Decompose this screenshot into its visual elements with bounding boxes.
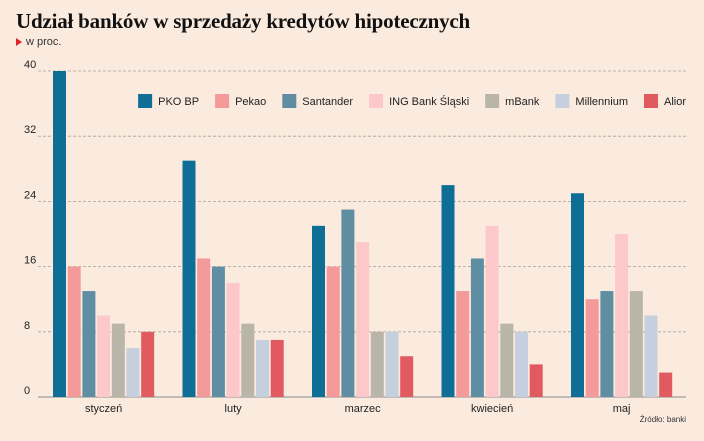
y-tick-label: 8 xyxy=(24,320,30,332)
bar xyxy=(182,160,196,397)
bar xyxy=(615,234,629,397)
bar xyxy=(211,266,225,397)
bar xyxy=(241,323,255,397)
bars xyxy=(53,71,673,397)
legend-label: mBank xyxy=(505,96,540,108)
bar xyxy=(500,323,514,397)
bar xyxy=(53,71,66,397)
bar xyxy=(256,339,269,397)
bar xyxy=(585,299,599,397)
legend-label: Millennium xyxy=(575,96,628,108)
y-tick-label: 24 xyxy=(24,189,36,201)
legend-label: ING Bank Śląski xyxy=(389,95,469,108)
legend-swatch xyxy=(643,94,658,108)
bar xyxy=(385,331,399,397)
legend: PKO BP Pekao Santander ING Bank Śląski mBank… xyxy=(138,94,686,108)
bar xyxy=(326,266,340,397)
bar xyxy=(600,291,614,397)
y-tick-label: 0 xyxy=(24,385,30,397)
chart-title: Udział banków w sprzedaży kredytów hipot… xyxy=(16,9,470,33)
bar xyxy=(82,291,96,397)
x-tick-label: marzec xyxy=(345,403,382,415)
legend-swatch xyxy=(215,94,230,108)
y-tick-label: 32 xyxy=(24,124,36,136)
chart-subtitle: w proc. xyxy=(16,36,61,48)
x-axis-ticks: styczeń luty marzec kwiecień maj xyxy=(85,403,631,415)
bar xyxy=(341,209,355,397)
triangle-marker-icon xyxy=(16,38,22,46)
legend-swatch xyxy=(485,94,500,108)
x-tick-label: luty xyxy=(225,403,243,415)
bar xyxy=(312,225,325,397)
legend-swatch xyxy=(555,94,570,108)
bar xyxy=(197,258,211,397)
bar xyxy=(529,364,543,397)
x-tick-label: maj xyxy=(613,403,631,415)
x-tick-label: kwiecień xyxy=(471,403,513,415)
y-tick-label: 16 xyxy=(24,255,36,267)
legend-label: Pekao xyxy=(235,96,266,108)
bar xyxy=(644,315,658,397)
bar xyxy=(356,242,370,397)
x-tick-label: styczeń xyxy=(85,403,122,415)
bar xyxy=(456,291,470,397)
source-note: Źródło: banki xyxy=(640,415,686,424)
bar xyxy=(67,266,81,397)
bar xyxy=(141,331,155,397)
bar xyxy=(226,282,240,397)
legend-swatch xyxy=(282,94,297,108)
legend-swatch xyxy=(138,94,153,108)
bar xyxy=(400,356,414,397)
y-tick-label: 40 xyxy=(24,59,36,71)
bar xyxy=(97,315,111,397)
bar xyxy=(659,372,673,397)
y-axis-ticks: 0 8 16 24 32 40 xyxy=(24,59,36,397)
bar xyxy=(370,331,384,397)
unit-label: w proc. xyxy=(26,36,62,48)
bar xyxy=(441,185,455,397)
bar xyxy=(485,225,499,397)
bar xyxy=(111,323,125,397)
legend-swatch xyxy=(369,94,384,108)
bar xyxy=(270,339,284,397)
bar xyxy=(515,331,528,397)
legend-label: Alior xyxy=(664,96,686,108)
bar xyxy=(571,193,584,397)
bar xyxy=(126,348,140,397)
legend-label: Santander xyxy=(302,96,353,108)
legend-label: PKO BP xyxy=(158,96,199,108)
bar xyxy=(629,291,643,397)
bar xyxy=(470,258,484,397)
